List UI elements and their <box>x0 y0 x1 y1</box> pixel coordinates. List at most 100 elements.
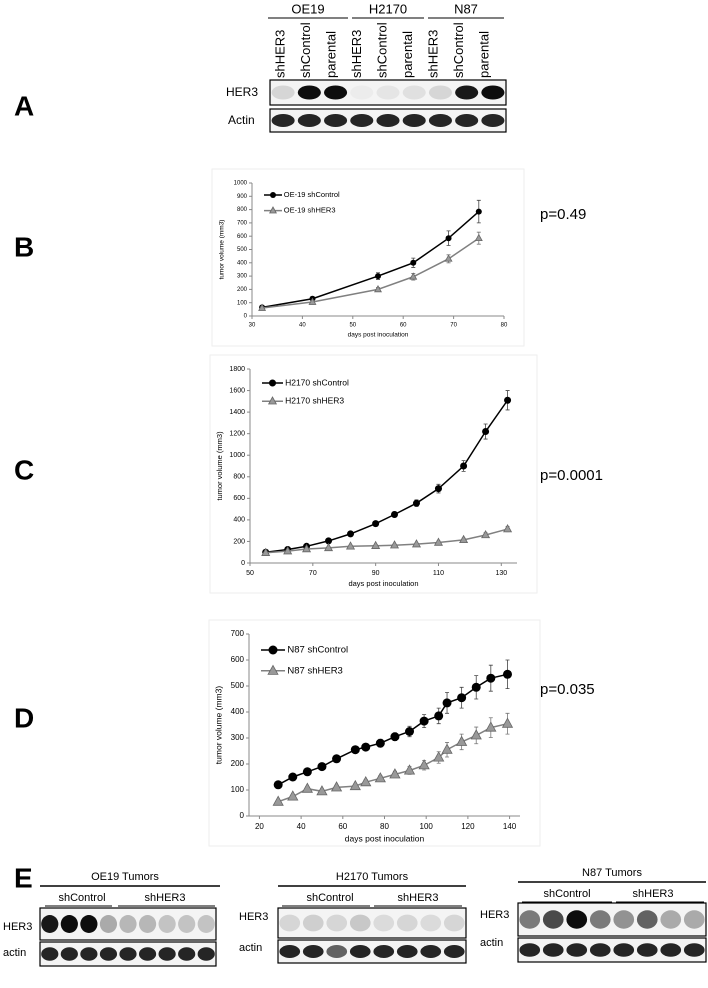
band <box>428 114 452 127</box>
lane-label: shHER3 <box>272 30 287 78</box>
y-axis-label: tumor volume (mm3) <box>215 431 224 501</box>
x-tick-label: 50 <box>246 570 254 577</box>
marker <box>503 524 513 533</box>
chart-frame <box>211 168 525 347</box>
x-tick-label: 70 <box>309 570 317 577</box>
x-tick-label: 80 <box>380 822 389 831</box>
legend-marker <box>268 645 278 655</box>
band <box>683 943 705 957</box>
marker <box>332 754 342 764</box>
y-tick-label: 600 <box>237 234 248 240</box>
y-tick-label: 500 <box>231 681 245 690</box>
marker <box>441 743 453 754</box>
blot-title: OE19 Tumors <box>91 871 159 883</box>
y-tick-label: 200 <box>237 287 248 293</box>
annotation: p=0.035 <box>540 681 595 698</box>
row-label: HER3 <box>480 909 509 921</box>
band <box>402 114 426 127</box>
band <box>326 945 348 958</box>
y-tick-label: 400 <box>233 517 245 524</box>
y-tick-label: 0 <box>240 811 245 820</box>
y-tick-label: 1000 <box>229 452 245 459</box>
marker <box>301 782 313 793</box>
blot-title: H2170 Tumors <box>336 871 409 883</box>
band <box>60 915 78 933</box>
blot-title: N87 Tumors <box>582 867 642 879</box>
band <box>428 85 452 100</box>
y-tick-label: 800 <box>233 474 245 481</box>
legend-label: H2170 shHER3 <box>285 395 344 405</box>
marker <box>272 795 284 806</box>
band <box>402 85 426 100</box>
marker <box>316 785 328 796</box>
y-tick-label: 1600 <box>229 387 245 394</box>
band <box>297 85 321 100</box>
band <box>41 915 59 933</box>
subgroup-label: shControl <box>543 888 590 900</box>
lane-label: parental <box>400 31 415 78</box>
band <box>566 910 588 929</box>
marker <box>283 546 293 555</box>
band <box>660 943 682 957</box>
marker <box>475 208 482 215</box>
marker <box>375 738 385 748</box>
subgroup-label: shControl <box>306 892 353 904</box>
marker <box>409 272 418 280</box>
legend-label: H2170 shControl <box>285 377 349 387</box>
marker <box>347 530 355 538</box>
band <box>324 85 348 100</box>
y-tick-label: 0 <box>241 560 245 567</box>
band <box>41 947 59 961</box>
band <box>613 943 635 957</box>
marker <box>433 751 445 762</box>
marker <box>324 542 334 552</box>
y-tick-label: 1000 <box>234 181 248 187</box>
marker <box>482 428 490 436</box>
marker <box>317 762 327 772</box>
band <box>613 910 635 929</box>
band <box>566 943 588 957</box>
marker <box>371 540 381 549</box>
y-tick-label: 1400 <box>229 409 245 416</box>
band <box>396 914 418 932</box>
marker <box>445 235 452 242</box>
x-axis-label: days post inoculation <box>348 332 409 339</box>
lane-label: shControl <box>374 22 389 78</box>
x-tick-label: 50 <box>349 323 356 329</box>
annotation: p=0.49 <box>540 206 586 223</box>
band <box>589 943 611 957</box>
band <box>443 914 465 932</box>
marker <box>504 396 512 404</box>
row-label: HER3 <box>239 911 268 923</box>
band <box>519 910 541 929</box>
subgroup-label: shHER3 <box>145 892 186 904</box>
lane-label: shControl <box>298 22 313 78</box>
x-tick-label: 40 <box>299 323 306 329</box>
x-axis-label: days post inoculation <box>345 834 425 844</box>
y-tick-label: 700 <box>237 220 248 226</box>
series-line <box>261 211 480 309</box>
band <box>542 943 564 957</box>
marker <box>474 233 483 241</box>
series-line <box>277 673 508 786</box>
row-label: Actin <box>228 113 255 127</box>
y-tick-label: 800 <box>237 207 248 213</box>
marker <box>375 273 381 280</box>
group-label: N87 <box>454 1 478 16</box>
band <box>350 114 374 127</box>
marker <box>390 732 400 742</box>
group-label: OE19 <box>291 1 324 16</box>
y-tick-label: 600 <box>231 655 245 664</box>
x-axis-label: days post inoculation <box>348 579 418 588</box>
band <box>542 910 564 929</box>
y-axis-label: tumor volume (mm3) <box>219 220 226 280</box>
y-tick-label: 400 <box>237 260 248 266</box>
y-tick-label: 100 <box>237 300 248 306</box>
band <box>80 915 98 933</box>
band <box>158 947 176 961</box>
band <box>279 945 301 958</box>
x-tick-label: 80 <box>501 323 508 329</box>
marker <box>374 772 386 783</box>
band <box>119 947 137 961</box>
band <box>455 114 479 127</box>
